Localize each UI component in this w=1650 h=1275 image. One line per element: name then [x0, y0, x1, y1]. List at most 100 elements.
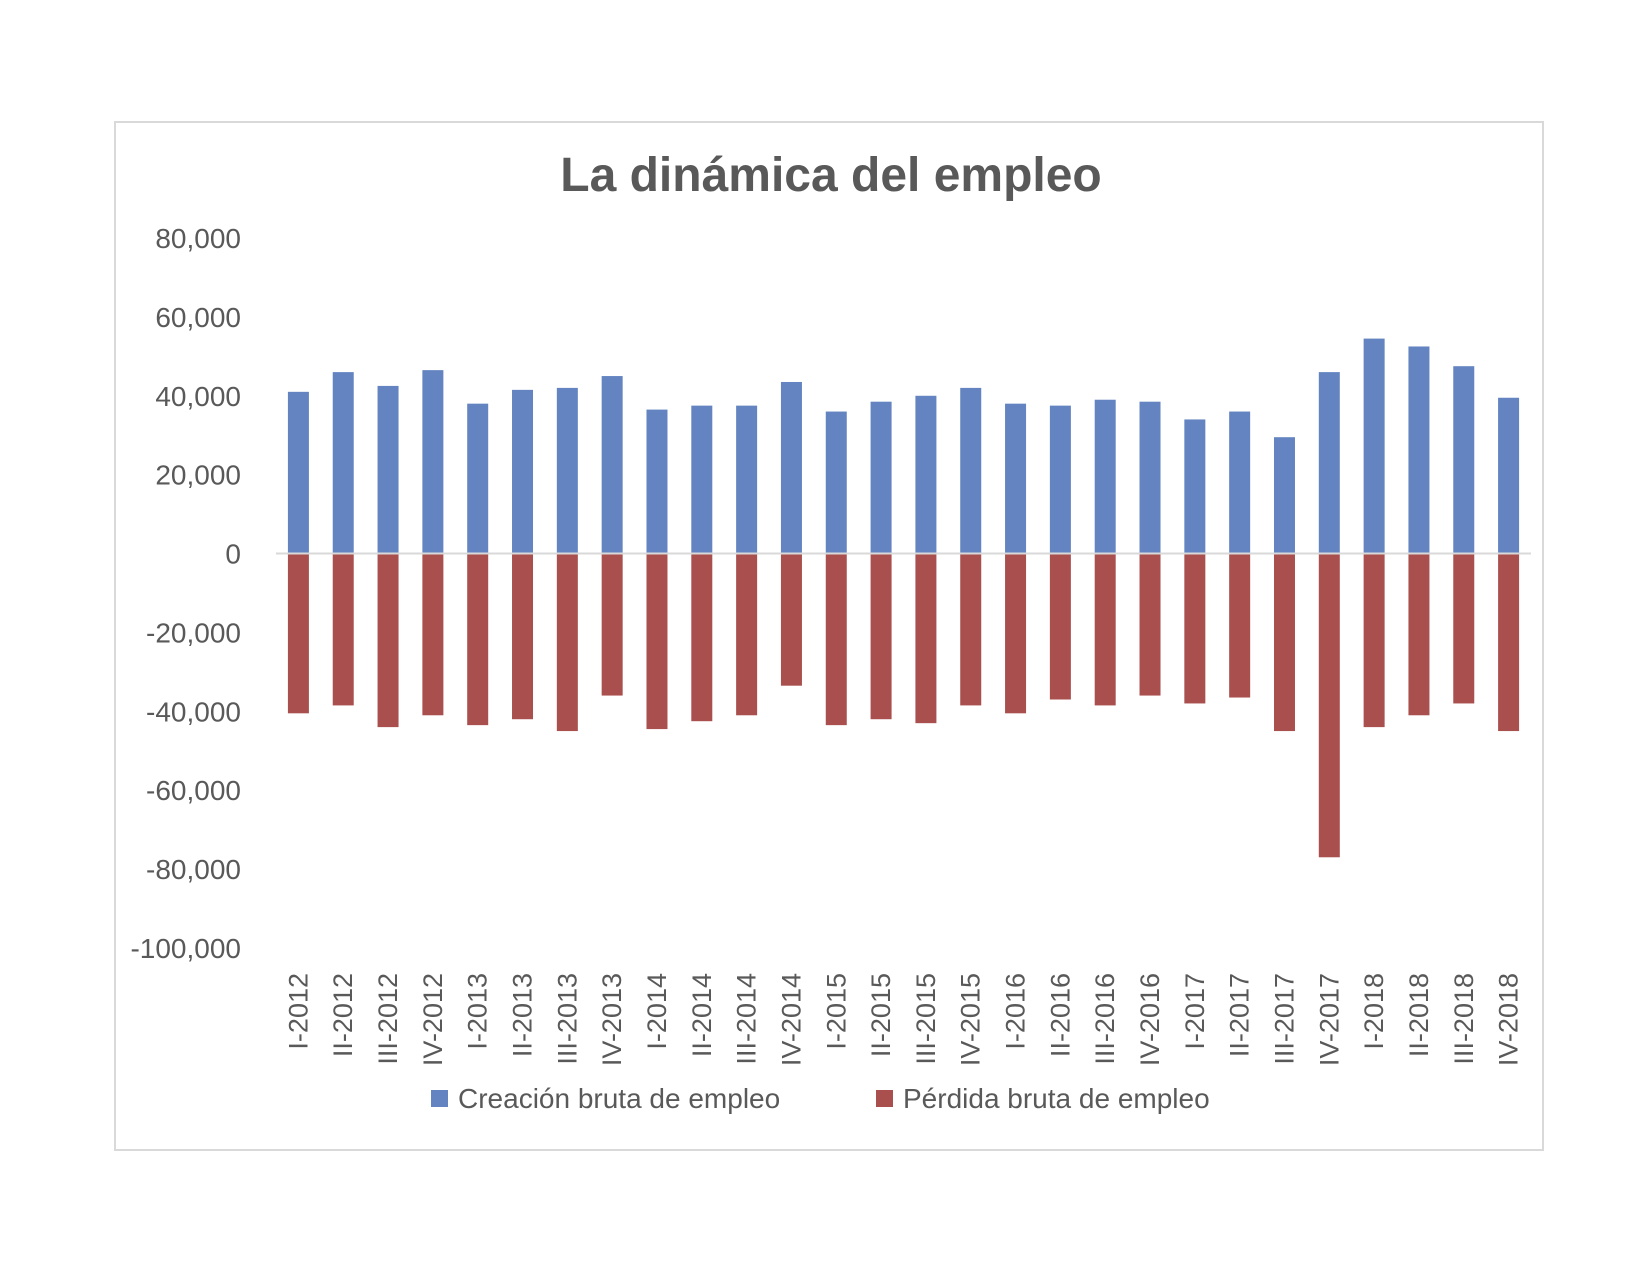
legend-label: Creación bruta de empleo — [458, 1083, 780, 1114]
perdida-bar-I-2013 — [467, 553, 489, 726]
creacion-bar-II-2015 — [870, 401, 892, 554]
x-tick-label: I-2017 — [1180, 973, 1210, 1050]
perdida-bar-III-2015 — [915, 553, 937, 724]
creacion-bar-IV-2013 — [601, 376, 623, 554]
perdida-bar-III-2014 — [736, 553, 758, 716]
x-tick-label: I-2015 — [821, 973, 851, 1050]
x-tick-label: I-2016 — [1001, 973, 1031, 1050]
x-tick-label: IV-2013 — [597, 973, 627, 1066]
perdida-bar-IV-2018 — [1498, 553, 1520, 732]
creacion-bar-IV-2018 — [1498, 397, 1520, 554]
legend-swatch — [431, 1090, 448, 1107]
perdida-bar-III-2016 — [1094, 553, 1116, 706]
x-tick-label: III-2013 — [552, 973, 582, 1065]
y-tick-label: -100,000 — [130, 933, 241, 964]
creacion-bar-III-2013 — [556, 387, 578, 554]
x-tick-label: III-2015 — [911, 973, 941, 1065]
chart-title: La dinámica del empleo — [560, 149, 1102, 202]
perdida-bar-II-2017 — [1229, 553, 1251, 698]
creacion-bar-III-2014 — [736, 405, 758, 554]
creacion-bar-III-2016 — [1094, 399, 1116, 554]
creacion-bar-III-2017 — [1273, 437, 1295, 554]
x-axis: I-2012 II-2012 III-2012 IV-2012 I-2013 II-201… — [283, 973, 1523, 1066]
perdida-bar-II-2012 — [332, 553, 354, 706]
bars — [287, 338, 1520, 858]
creacion-bar-IV-2015 — [960, 387, 982, 554]
y-axis: 80,000 60,000 40,000 20,000 0 -20,000 -40,000 -… — [130, 223, 241, 964]
x-tick-label: IV-2012 — [418, 973, 448, 1066]
bar-chart: La dinámica del empleo 80,000 60,000 40,00… — [130, 149, 1531, 1114]
x-tick-label: III-2016 — [1090, 973, 1120, 1065]
perdida-bar-IV-2015 — [960, 553, 982, 706]
perdida-bar-III-2018 — [1453, 553, 1475, 704]
x-tick-label: III-2017 — [1269, 973, 1299, 1065]
x-tick-label: IV-2016 — [1135, 973, 1165, 1066]
x-tick-label: IV-2014 — [776, 973, 806, 1066]
y-tick-label: -40,000 — [146, 696, 241, 727]
y-tick-label: -60,000 — [146, 775, 241, 806]
creacion-bar-III-2015 — [915, 395, 937, 554]
creacion-bar-II-2014 — [691, 405, 713, 554]
x-tick-label: II-2017 — [1225, 973, 1255, 1057]
x-tick-label: II-2015 — [866, 973, 896, 1057]
legend: Creación bruta de empleo Pérdida bruta de… — [431, 1083, 1210, 1114]
perdida-bar-IV-2014 — [780, 553, 802, 686]
y-tick-label: 20,000 — [155, 460, 241, 491]
creacion-bar-II-2016 — [1049, 405, 1071, 554]
creacion-bar-I-2015 — [825, 411, 847, 554]
perdida-bar-II-2014 — [691, 553, 713, 722]
creacion-bar-I-2012 — [287, 391, 309, 554]
x-tick-label: III-2014 — [732, 973, 762, 1065]
perdida-bar-I-2014 — [646, 553, 668, 730]
x-tick-label: IV-2015 — [956, 973, 986, 1066]
x-tick-label: III-2012 — [373, 973, 403, 1065]
perdida-bar-II-2016 — [1049, 553, 1071, 700]
perdida-bar-II-2015 — [870, 553, 892, 720]
x-tick-label: II-2014 — [687, 973, 717, 1057]
x-tick-label: II-2016 — [1045, 973, 1075, 1057]
perdida-bar-III-2013 — [556, 553, 578, 732]
perdida-bar-IV-2013 — [601, 553, 623, 696]
x-tick-label: I-2012 — [283, 973, 313, 1050]
x-tick-label: IV-2018 — [1494, 973, 1524, 1066]
x-tick-label: IV-2017 — [1314, 973, 1344, 1066]
creacion-bar-IV-2017 — [1318, 372, 1340, 554]
creacion-bar-IV-2012 — [422, 370, 444, 554]
y-tick-label: -20,000 — [146, 617, 241, 648]
creacion-bar-I-2014 — [646, 409, 668, 554]
creacion-bar-II-2018 — [1408, 346, 1430, 554]
chart-frame: La dinámica del empleo 80,000 60,000 40,00… — [114, 121, 1544, 1151]
perdida-bar-IV-2017 — [1318, 553, 1340, 858]
creacion-bar-IV-2016 — [1139, 401, 1161, 554]
perdida-bar-IV-2016 — [1139, 553, 1161, 696]
x-tick-label: I-2018 — [1359, 973, 1389, 1050]
x-tick-label: I-2014 — [642, 973, 672, 1050]
creacion-bar-I-2013 — [467, 403, 489, 554]
x-tick-label: II-2018 — [1404, 973, 1434, 1057]
x-tick-label: I-2013 — [463, 973, 493, 1050]
creacion-bar-IV-2014 — [780, 381, 802, 554]
y-tick-label: -80,000 — [146, 854, 241, 885]
creacion-bar-I-2017 — [1184, 419, 1206, 554]
creacion-bar-II-2012 — [332, 372, 354, 554]
perdida-bar-II-2018 — [1408, 553, 1430, 716]
perdida-bar-I-2012 — [287, 553, 309, 714]
creacion-bar-I-2018 — [1363, 338, 1385, 554]
y-tick-label: 40,000 — [155, 381, 241, 412]
legend-label: Pérdida bruta de empleo — [903, 1083, 1210, 1114]
creacion-bar-II-2017 — [1229, 411, 1251, 554]
perdida-bar-I-2017 — [1184, 553, 1206, 704]
creacion-bar-II-2013 — [512, 389, 534, 554]
creacion-bar-I-2016 — [1005, 403, 1027, 554]
perdida-bar-IV-2012 — [422, 553, 444, 716]
perdida-bar-I-2015 — [825, 553, 847, 726]
y-tick-label: 80,000 — [155, 223, 241, 254]
y-tick-label: 60,000 — [155, 302, 241, 333]
x-tick-label: II-2012 — [328, 973, 358, 1057]
creacion-bar-III-2018 — [1453, 366, 1475, 554]
perdida-bar-I-2016 — [1005, 553, 1027, 714]
perdida-bar-II-2013 — [512, 553, 534, 720]
y-tick-label: 0 — [225, 539, 241, 570]
perdida-bar-III-2017 — [1273, 553, 1295, 732]
x-tick-label: II-2013 — [508, 973, 538, 1057]
